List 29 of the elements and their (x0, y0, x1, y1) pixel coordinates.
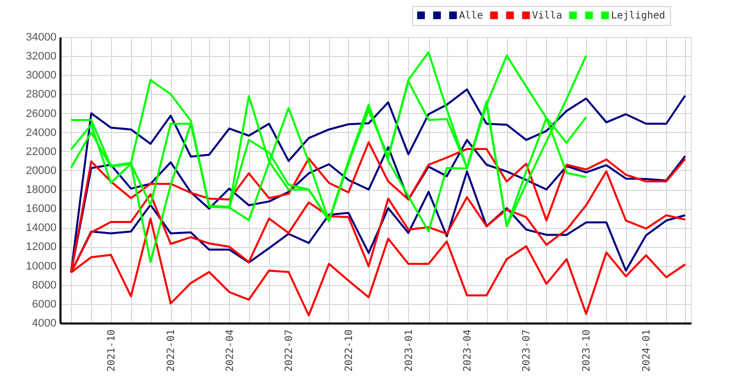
x-tick-label: 2024-01 (642, 330, 653, 372)
legend-label: Villa (532, 10, 562, 22)
y-tick-label: 26000 (26, 108, 56, 120)
y-tick-label: 30000 (26, 70, 56, 82)
y-tick-label: 22000 (26, 146, 56, 158)
x-tick-label: 2023-07 (522, 330, 533, 372)
y-tick-label: 32000 (26, 50, 56, 63)
y-tick-label: 4000 (32, 318, 56, 330)
x-tick-label: 2021-10 (106, 330, 118, 372)
x-tick-label: 2022-10 (344, 330, 355, 372)
y-tick-label: 18000 (26, 184, 56, 196)
x-tick-label: 2022-01 (166, 330, 178, 372)
x-tick-label: 2023-01 (404, 330, 415, 372)
y-tick-label: 6000 (32, 298, 56, 310)
y-tick-label: 24000 (26, 126, 56, 139)
x-tick-label: 2022-07 (284, 330, 296, 372)
x-tick-label: 2023-04 (462, 330, 474, 372)
y-tick-label: 12000 (26, 241, 56, 254)
x-tick-label: 2023-10 (582, 330, 593, 372)
y-tick-label: 10000 (26, 260, 56, 272)
legend-label: Alle (459, 10, 484, 22)
y-tick-label: 16000 (26, 203, 56, 216)
legend-label: Lejlighed (611, 10, 666, 22)
y-tick-label: 28000 (26, 88, 56, 101)
y-tick-label: 34000 (26, 32, 56, 44)
y-tick-label: 14000 (26, 222, 56, 234)
y-tick-label: 8000 (32, 279, 56, 292)
x-tick-label: 2022-04 (224, 330, 236, 372)
y-tick-label: 20000 (26, 164, 56, 177)
